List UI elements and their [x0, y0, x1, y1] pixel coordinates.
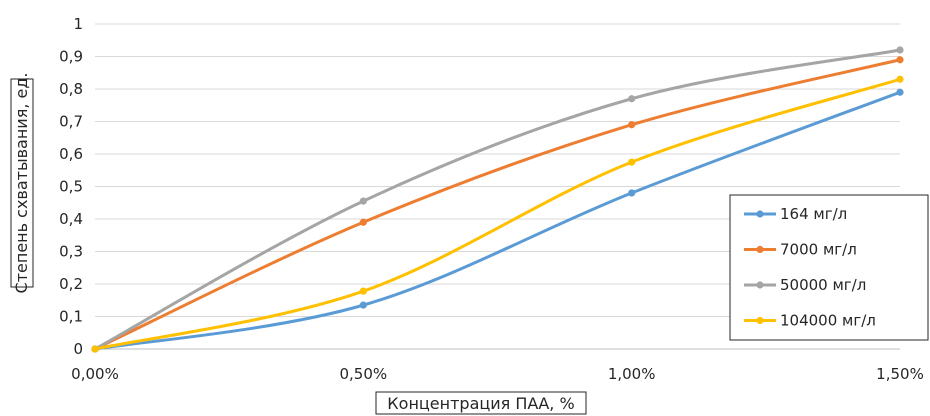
legend-label: 7000 мг/л: [780, 241, 857, 259]
x-tick-labels: 0,00% 0,50% 1,00% 1,50%: [71, 365, 924, 383]
data-point: [359, 287, 367, 295]
y-tick-label: 0,7: [59, 113, 83, 131]
series-line: [93, 48, 902, 351]
x-axis-title-box: Концентрация ПАА, %: [375, 391, 587, 415]
series-layer: [91, 46, 904, 353]
data-point: [896, 46, 904, 54]
y-tick-label: 0,1: [59, 308, 83, 326]
y-tick-label: 0,9: [59, 48, 83, 66]
legend-frame: [729, 194, 929, 341]
legend-swatch-marker: [756, 281, 764, 289]
y-tick-label: 1: [73, 15, 83, 33]
data-point: [359, 197, 367, 205]
y-axis-title-box: Степень схватывания, ед.: [10, 73, 34, 294]
y-tick-label: 0,5: [59, 178, 83, 196]
y-tick-label: 0,2: [59, 275, 83, 293]
y-tick-label: 0,3: [59, 243, 83, 261]
x-axis-title: Концентрация ПАА, %: [387, 394, 574, 413]
legend-swatch-marker: [756, 316, 764, 325]
data-point: [896, 88, 904, 96]
legend: 164 мг/л 7000 мг/л 50000 мг/л 104000 мг/л: [729, 194, 929, 341]
legend-label: 164 мг/л: [780, 205, 847, 223]
legend-item: 50000 мг/л: [744, 276, 866, 294]
data-point: [359, 218, 367, 226]
y-axis-title: Степень схватывания, ед.: [12, 73, 31, 294]
x-tick-label: 0,00%: [71, 365, 119, 383]
data-point: [359, 301, 367, 309]
x-tick-label: 0,50%: [340, 365, 388, 383]
legend-label: 50000 мг/л: [780, 276, 866, 294]
series-line: [93, 90, 902, 351]
series-line: [93, 77, 902, 351]
data-point: [896, 75, 904, 83]
y-tick-label: 0,4: [59, 210, 83, 228]
legend-item: 164 мг/л: [744, 205, 847, 223]
legend-item: 104000 мг/л: [744, 312, 876, 330]
x-tick-label: 1,00%: [608, 365, 656, 383]
y-tick-label: 0,8: [59, 80, 83, 98]
data-point: [91, 345, 99, 353]
legend-label: 104000 мг/л: [780, 312, 876, 330]
data-point: [628, 95, 636, 103]
data-point: [628, 121, 636, 129]
data-point: [628, 158, 636, 166]
y-tick-labels: 0 0,1 0,2 0,3 0,4 0,5 0,6 0,7 0,8 0,9 1: [59, 15, 83, 358]
data-point: [896, 56, 904, 64]
legend-swatch-marker: [756, 245, 764, 254]
y-tick-label: 0,6: [59, 145, 83, 163]
series-4: [91, 75, 904, 353]
x-tick-label: 1,50%: [876, 365, 924, 383]
data-point: [628, 189, 636, 197]
legend-swatch-marker: [756, 210, 764, 218]
legend-item: 7000 мг/л: [744, 241, 857, 259]
series-line: [93, 58, 902, 351]
y-tick-label: 0: [73, 340, 83, 358]
